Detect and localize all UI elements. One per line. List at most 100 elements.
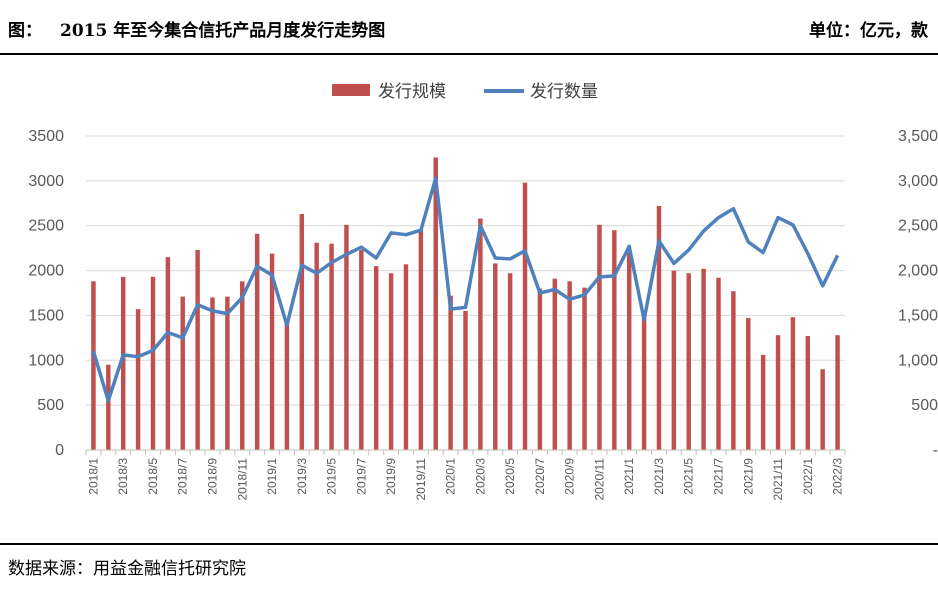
y-left-tick-label: 0 <box>55 442 64 459</box>
x-tick-label: 2019/9 <box>384 458 398 495</box>
x-tick-label: 2019/1 <box>265 458 279 495</box>
x-tick-label: 2020/9 <box>563 458 577 495</box>
bar <box>254 233 260 450</box>
x-tick-label: 2018/3 <box>116 458 130 495</box>
bar <box>746 318 751 450</box>
bar <box>731 291 736 450</box>
x-tick-label: 2020/7 <box>533 458 547 495</box>
bar <box>582 287 587 450</box>
bar <box>507 273 513 450</box>
legend-bar-swatch <box>332 84 370 96</box>
x-tick-label: 2021/1 <box>622 458 636 495</box>
bar <box>760 354 766 450</box>
y-left-tick-label: 500 <box>37 397 64 414</box>
bar <box>359 249 364 450</box>
x-tick-label: 2022/3 <box>831 458 845 495</box>
bar <box>150 276 156 450</box>
bar <box>314 242 319 450</box>
bar <box>269 253 275 450</box>
x-tick-label: 2020/11 <box>592 458 606 501</box>
legend: 发行规模 发行数量 <box>332 82 598 102</box>
bar <box>790 317 796 450</box>
bar <box>493 263 498 450</box>
bar <box>299 214 305 450</box>
y-left-tick-label: 1000 <box>28 352 64 369</box>
bar <box>522 182 528 450</box>
bar <box>135 309 141 450</box>
bar <box>240 281 245 450</box>
bar <box>373 266 379 450</box>
bar <box>701 268 706 450</box>
x-tick-label: 2019/11 <box>414 458 428 501</box>
x-tick-label: 2019/7 <box>354 458 368 495</box>
bar <box>775 335 781 450</box>
x-tick-label: 2019/5 <box>325 458 339 495</box>
x-tick-label: 2020/1 <box>444 458 458 495</box>
bar <box>671 270 677 450</box>
legend-line-label: 发行数量 <box>530 82 598 102</box>
bar-series <box>91 157 840 450</box>
bar <box>195 249 200 450</box>
x-tick-label: 2018/11 <box>235 458 249 501</box>
y-left-tick-label: 3000 <box>28 173 64 190</box>
bar <box>210 297 215 450</box>
bar <box>448 295 453 450</box>
bottom-rule <box>0 543 938 545</box>
x-tick-label: 2022/1 <box>801 458 815 495</box>
bar <box>403 264 409 450</box>
combo-chart: 发行规模 发行数量 0 500 1000 1500 2000 2500 3000 3500 -… <box>28 82 938 501</box>
bar <box>612 230 617 450</box>
bar <box>120 276 126 450</box>
x-tick-label: 2019/3 <box>295 458 309 495</box>
y-right-tick-label: 2,000 <box>898 263 938 280</box>
bar <box>626 252 632 450</box>
bar <box>329 243 334 450</box>
bar <box>820 369 825 450</box>
x-axis: 2018/1 2018/3 2018/5 2018/7 2018/9 2018/11 201… <box>85 449 846 501</box>
bar <box>91 281 96 450</box>
bar <box>537 288 543 450</box>
x-tick-label: 2018/5 <box>146 458 160 495</box>
y-right-tick-label: 1,500 <box>898 307 938 324</box>
y-left-tick-label: 2000 <box>28 263 64 280</box>
x-tick-label: 2021/3 <box>652 458 666 495</box>
figure-label: 图： <box>8 21 42 41</box>
y-left-tick-label: 2500 <box>28 218 64 235</box>
x-tick-label: 2021/5 <box>682 458 696 495</box>
y-right-tick-label: 3,500 <box>898 128 938 145</box>
bar <box>284 320 290 450</box>
bar <box>478 218 483 450</box>
x-tick-label: 2021/9 <box>741 458 755 495</box>
top-rule <box>0 53 938 55</box>
x-tick-label: 2020/3 <box>473 458 487 495</box>
left-axis: 0 500 1000 1500 2000 2500 3000 3500 <box>28 128 64 459</box>
x-tick-label: 2020/5 <box>503 458 517 495</box>
unit-label: 单位：亿元，款 <box>809 21 928 41</box>
bar <box>805 336 811 450</box>
right-axis: - 500 1,000 1,500 2,000 2,500 3,000 3,500 <box>898 128 938 459</box>
y-right-tick-label: - <box>933 442 938 459</box>
bar <box>433 157 438 450</box>
bar <box>716 277 721 450</box>
bar <box>418 229 424 450</box>
figure-title: 2015 年至今集合信托产品月度发行走势图 <box>60 21 386 41</box>
bar <box>165 257 171 450</box>
y-right-tick-label: 3,000 <box>898 173 938 190</box>
x-tick-label: 2021/7 <box>712 458 726 495</box>
header: 图： 2015 年至今集合信托产品月度发行走势图 单位：亿元，款 <box>0 0 938 52</box>
bar <box>463 310 468 450</box>
legend-bar-label: 发行规模 <box>378 82 446 102</box>
line-series <box>91 176 840 403</box>
bar <box>106 364 111 450</box>
bar <box>686 273 691 450</box>
bar <box>552 278 558 450</box>
y-left-tick-label: 3500 <box>28 128 64 145</box>
y-left-tick-label: 1500 <box>28 307 64 324</box>
y-right-tick-label: 1,000 <box>898 352 938 369</box>
series-line <box>91 176 840 403</box>
x-tick-label: 2018/7 <box>176 458 190 495</box>
bar <box>388 273 394 450</box>
bar <box>835 335 840 450</box>
x-tick-label: 2021/11 <box>771 458 785 501</box>
bar <box>344 224 349 450</box>
